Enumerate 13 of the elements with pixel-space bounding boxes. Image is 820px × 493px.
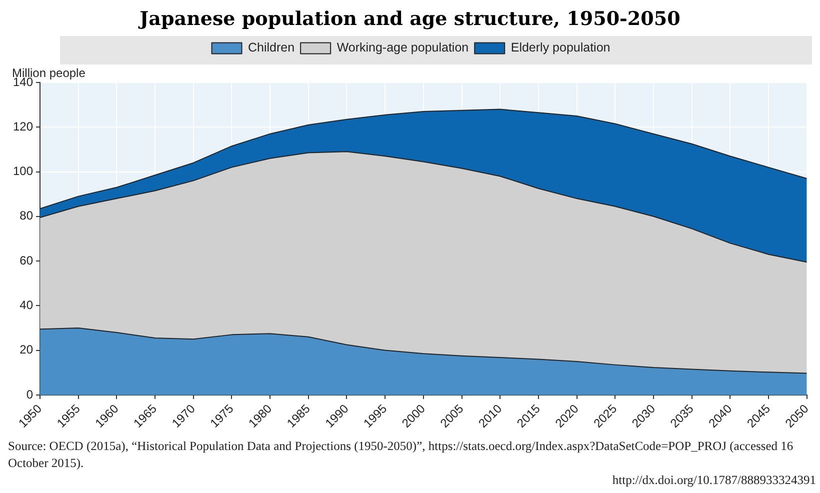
chart-title: Japanese population and age structure, 1950-2050 — [137, 8, 682, 32]
y-tick-label: 80 — [20, 208, 34, 223]
legend-label: Elderly population — [510, 40, 610, 55]
y-tick-label: 120 — [12, 119, 34, 134]
y-tick-label: 60 — [20, 253, 34, 268]
y-tick-label: 40 — [20, 298, 34, 312]
legend-label: Working-age population — [336, 40, 469, 55]
source-note: Source: OECD (2015a), “Historical Population Data and Projections (1950-2050)”, https://stats.oecd.org/Index.aspx?DataSetCode=POP_PROJ (accessed 16 October 2015). — [8, 438, 794, 472]
text: http://dx.doi.org/10.1787/888933324391 — [611, 472, 816, 489]
legend-label: Children — [248, 40, 295, 55]
y-tick-label: 20 — [20, 342, 34, 357]
y-tick-label: 100 — [12, 164, 34, 178]
y-tick-label: 0 — [26, 387, 34, 402]
